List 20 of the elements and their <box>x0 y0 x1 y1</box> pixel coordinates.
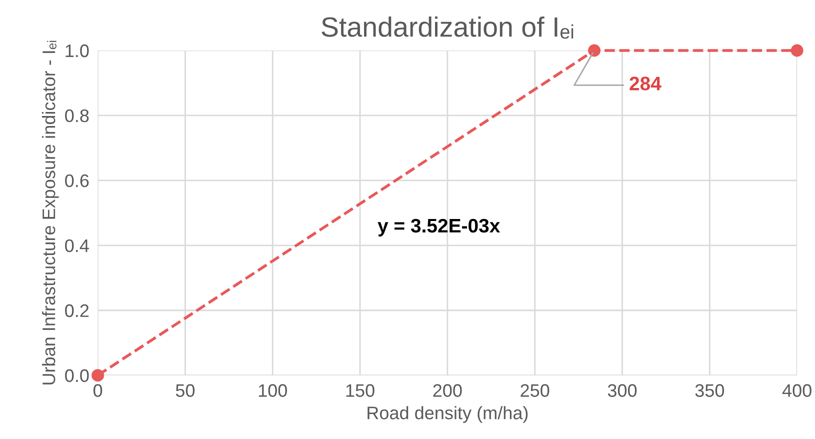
x-tick-label: 200 <box>433 384 462 397</box>
x-tick-label: 350 <box>695 384 724 397</box>
y-tick-label: 0.4 <box>65 239 89 252</box>
y-tick-label: 1.0 <box>66 44 89 58</box>
x-axis-title: Road density (m/ha) <box>368 406 528 423</box>
y-tick-label: 0.6 <box>65 174 89 188</box>
annotation: y = 3.52E-03x <box>378 218 500 236</box>
x-tick-label: 400 <box>782 384 812 397</box>
x-tick-label: 150 <box>346 384 374 397</box>
chart-title: Standardization of Iₑᵢ <box>322 16 574 39</box>
x-tick-label: 250 <box>520 384 550 397</box>
x-tick-label: 300 <box>608 384 637 397</box>
x-tick-label: 50 <box>176 384 195 397</box>
annotation: 284 <box>630 76 662 90</box>
y-axis-title: Urban Infrastructure Exposure indicator - Iₑᵢ <box>42 40 59 384</box>
x-tick-label: 0 <box>93 384 102 397</box>
x-tick-label: 100 <box>258 384 287 397</box>
y-tick-label: 0.8 <box>65 109 89 122</box>
y-tick-label: 0.0 <box>65 369 89 382</box>
y-tick-label: 0.2 <box>65 304 89 318</box>
